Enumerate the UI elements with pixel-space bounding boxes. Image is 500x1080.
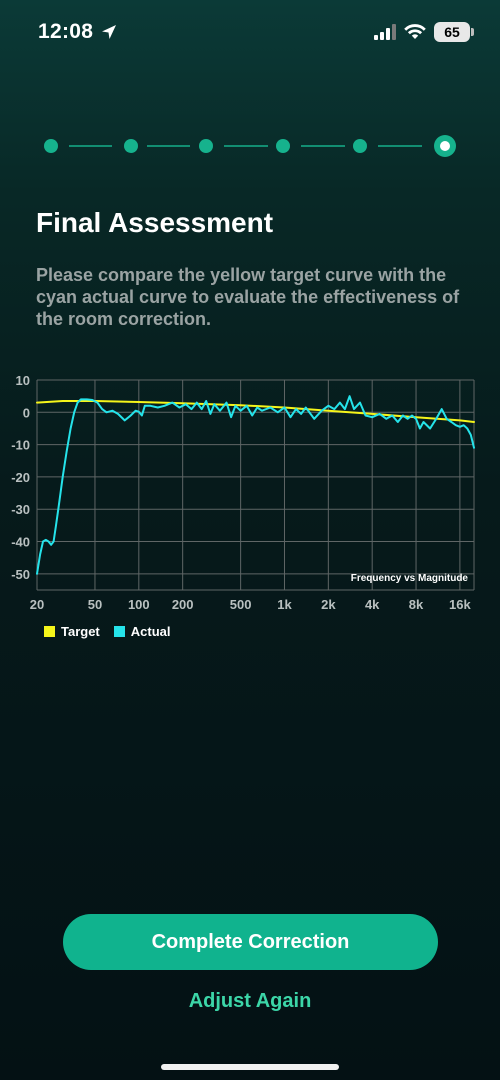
y-tick-label-0: 10 xyxy=(16,373,30,388)
status-bar: 12:08 65 xyxy=(0,0,500,64)
battery-icon: 65 xyxy=(434,22,474,42)
step-dot-4 xyxy=(276,139,290,153)
home-indicator[interactable] xyxy=(161,1064,339,1070)
step-dot-3 xyxy=(199,139,213,153)
x-tick-label-3: 200 xyxy=(172,597,194,612)
legend-swatch-target xyxy=(44,626,55,637)
series-line-actual xyxy=(36,395,475,575)
page-title: Final Assessment xyxy=(36,207,274,238)
step-dot-6-active xyxy=(434,135,456,157)
active-step-indicator xyxy=(440,141,450,151)
page-description: Please compare the yellow target curve w… xyxy=(36,265,460,329)
cellular-signal-icon xyxy=(374,24,396,40)
legend-swatch-actual xyxy=(113,626,125,637)
y-tick-label-3: -20 xyxy=(11,470,30,485)
x-tick-label-8: 8k xyxy=(409,597,424,612)
status-icons: 65 xyxy=(374,22,474,42)
adjust-again-link[interactable]: Adjust Again xyxy=(188,990,312,1012)
wifi-icon xyxy=(404,24,426,39)
chart-legend: Target Actual xyxy=(44,624,171,639)
x-tick-label-6: 2k xyxy=(321,597,336,612)
step-connector-3 xyxy=(224,145,268,147)
y-tick-label-2: -10 xyxy=(11,438,30,453)
complete-correction-button[interactable]: Complete Correction xyxy=(63,914,438,970)
step-connector-4 xyxy=(301,145,345,147)
status-time: 12:08 xyxy=(38,20,94,43)
step-connector-5 xyxy=(378,145,422,147)
step-connector-2 xyxy=(147,145,190,147)
chart-annotation: Frequency vs Magnitude xyxy=(351,573,469,584)
step-connector-1 xyxy=(69,145,112,147)
step-dot-1 xyxy=(44,139,58,153)
y-tick-label-6: -50 xyxy=(11,567,30,582)
y-tick-label-4: -30 xyxy=(11,502,30,517)
x-tick-label-5: 1k xyxy=(277,597,292,612)
location-arrow-icon xyxy=(102,25,117,39)
y-tick-label-5: -40 xyxy=(11,535,30,550)
legend-label-target: Target xyxy=(61,624,100,639)
x-tick-label-7: 4k xyxy=(365,597,380,612)
progress-stepper xyxy=(44,135,462,157)
y-tick-label-1: 0 xyxy=(23,405,30,420)
x-tick-label-4: 500 xyxy=(230,597,252,612)
x-tick-label-1: 50 xyxy=(88,597,102,612)
step-dot-5 xyxy=(353,139,367,153)
status-time-group: 12:08 xyxy=(38,20,119,44)
step-dot-2 xyxy=(124,139,138,153)
x-tick-label-9: 16k xyxy=(449,597,471,612)
legend-label-actual: Actual xyxy=(130,624,171,639)
x-tick-label-0: 20 xyxy=(30,597,44,612)
x-tick-label-2: 100 xyxy=(128,597,150,612)
series-line-target xyxy=(36,400,475,423)
battery-level: 65 xyxy=(444,24,460,40)
